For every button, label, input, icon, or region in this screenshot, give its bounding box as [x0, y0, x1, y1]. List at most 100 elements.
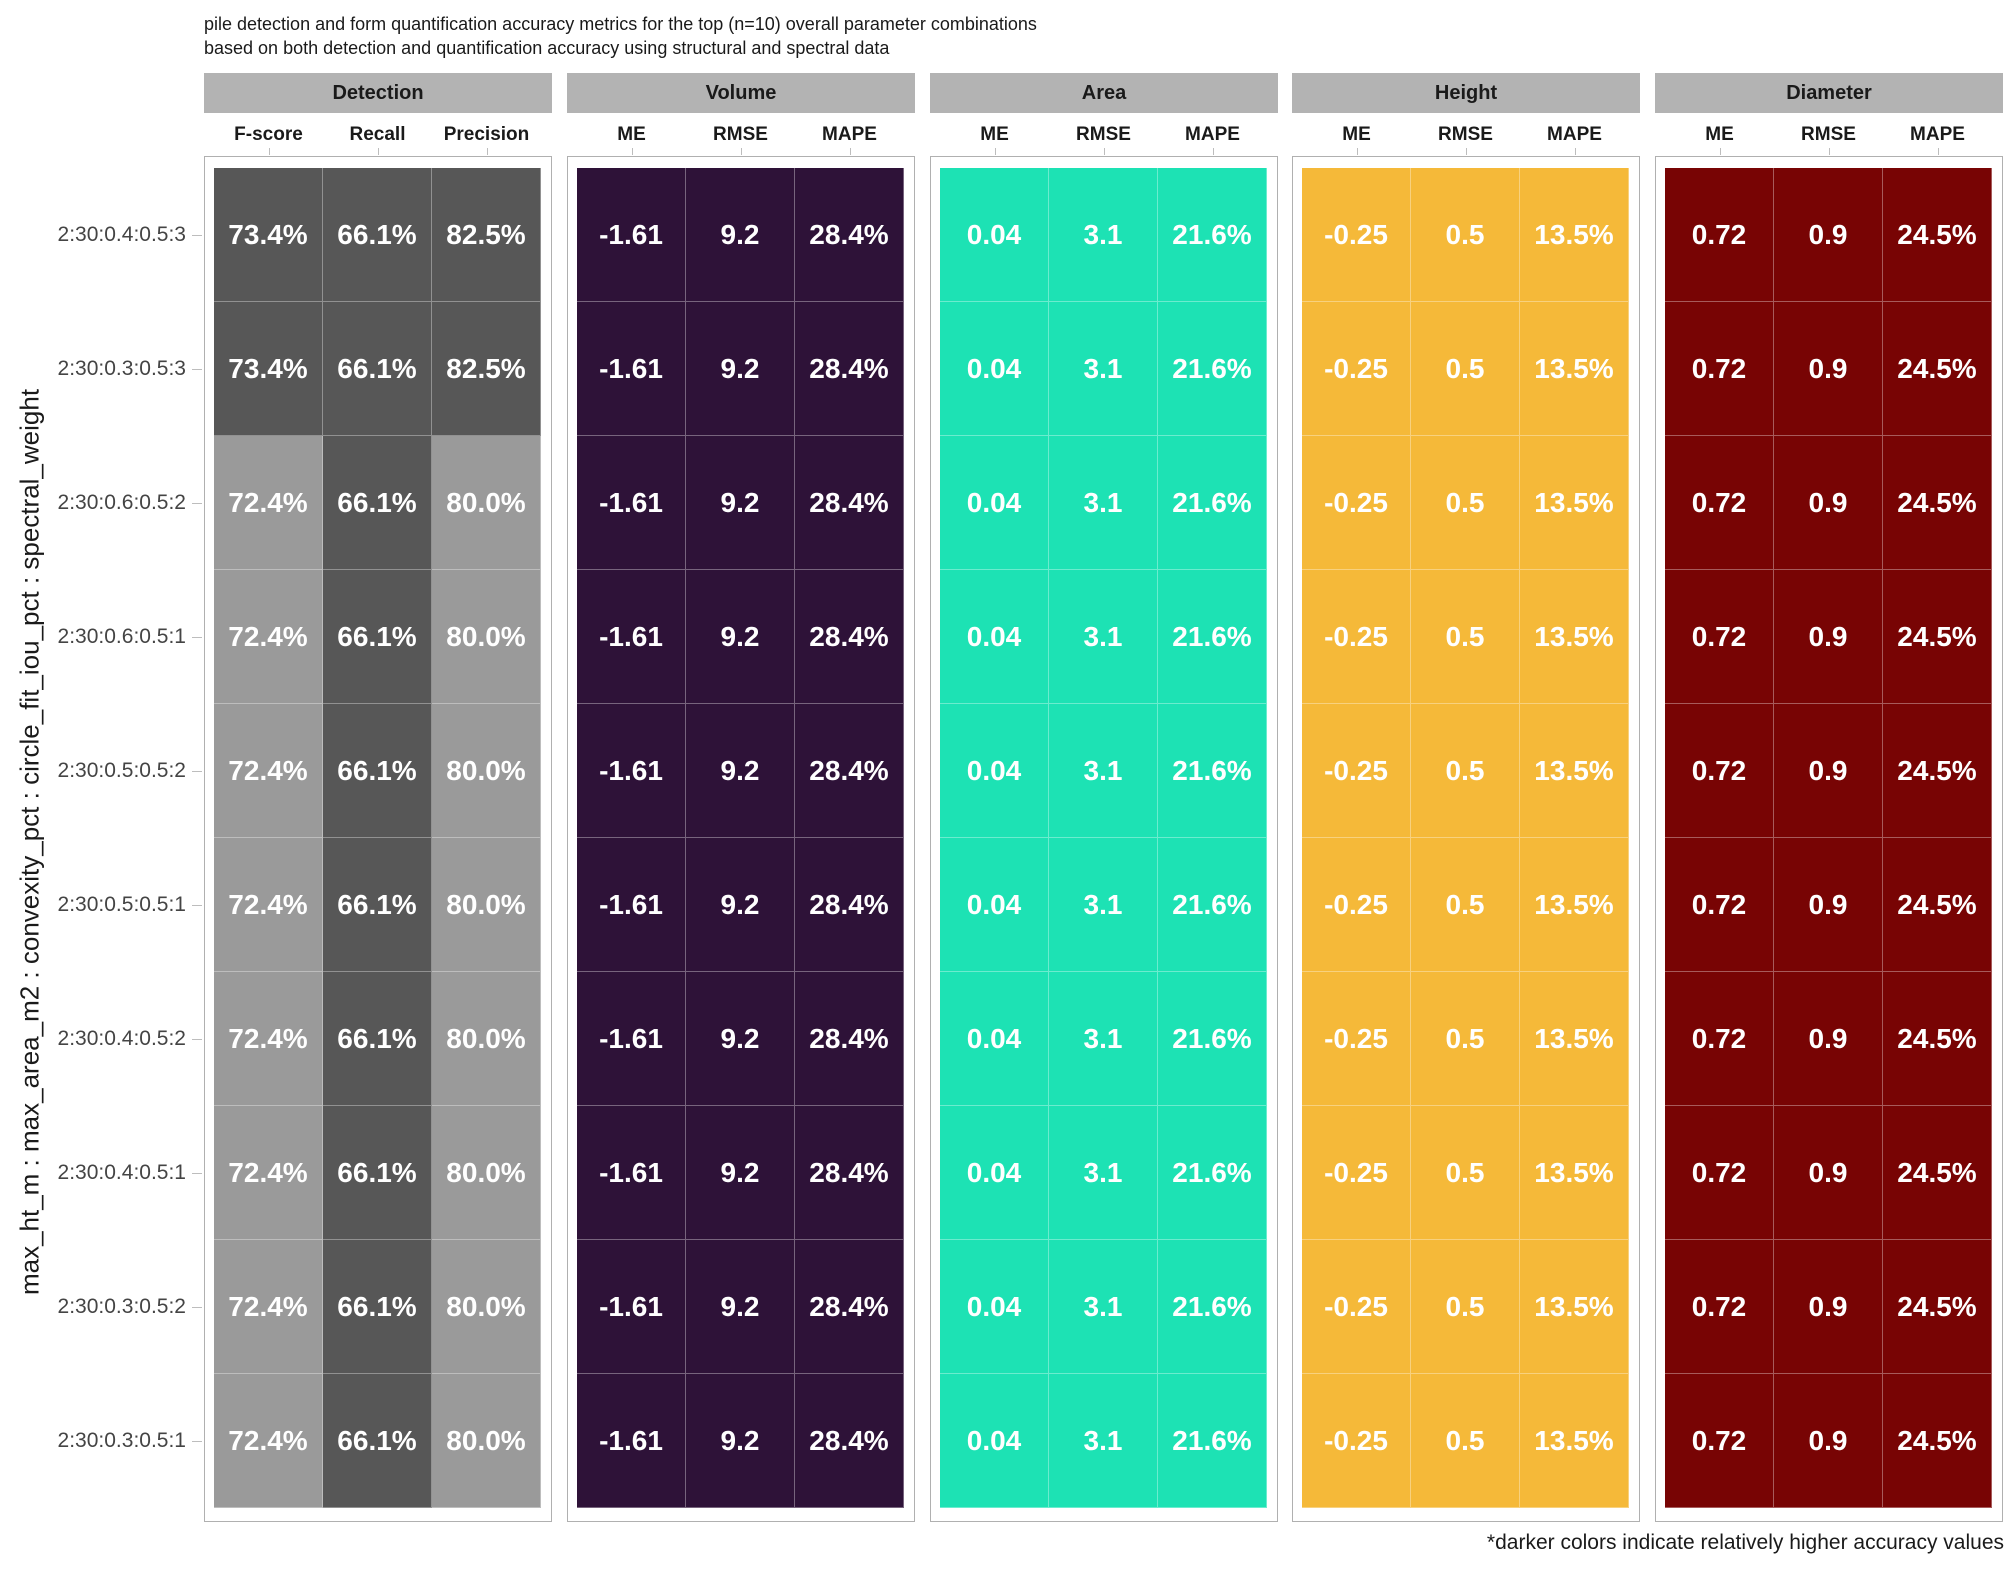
heatmap-cell: 9.2 — [686, 1240, 795, 1374]
heatmap-cell: 13.5% — [1520, 436, 1629, 570]
heatmap-cell: 66.1% — [323, 168, 432, 302]
heatmap-cell: 13.5% — [1520, 168, 1629, 302]
column-header-diameter-mape: MAPE — [1910, 124, 1965, 145]
heatmap-cell: 13.5% — [1520, 1240, 1629, 1374]
heatmap-cell: -1.61 — [577, 570, 686, 704]
heatmap-cell: -1.61 — [577, 1374, 686, 1508]
heatmap-cell: 9.2 — [686, 972, 795, 1106]
column-header-area-mape: MAPE — [1185, 124, 1240, 145]
heatmap-cell: 28.4% — [795, 1240, 904, 1374]
heatmap-cell: -0.25 — [1302, 704, 1411, 838]
heatmap-cell: 0.04 — [940, 1240, 1049, 1374]
heatmap-cell: 21.6% — [1158, 704, 1267, 838]
heatmap-cell: 0.72 — [1665, 838, 1774, 972]
y-tick-label: 2:30:0.4:0.5:2 — [57, 1027, 186, 1050]
column-header-volume-rmse: RMSE — [713, 124, 768, 145]
heatmap-cell: 21.6% — [1158, 302, 1267, 436]
y-tick-label: 2:30:0.3:0.5:1 — [57, 1429, 186, 1452]
heatmap-cell: 82.5% — [432, 302, 541, 436]
footnote: *darker colors indicate relatively highe… — [1486, 1531, 2004, 1554]
column-header-height-rmse: RMSE — [1438, 124, 1493, 145]
heatmap-cell: -0.25 — [1302, 302, 1411, 436]
x-tick-mark — [1937, 148, 1939, 155]
x-tick-mark — [994, 148, 996, 155]
facet-panel-detection — [204, 156, 552, 1522]
heatmap-cell: 21.6% — [1158, 1106, 1267, 1240]
heatmap-cell: 80.0% — [432, 1374, 541, 1508]
heatmap-cell: 0.04 — [940, 168, 1049, 302]
x-tick-mark — [849, 148, 851, 155]
heatmap-cell: 0.72 — [1665, 704, 1774, 838]
heatmap-cell: 13.5% — [1520, 1374, 1629, 1508]
heatmap-cell: 66.1% — [323, 972, 432, 1106]
heatmap-cell: 13.5% — [1520, 570, 1629, 704]
heatmap-cell: 0.04 — [940, 436, 1049, 570]
heatmap-cell: -1.61 — [577, 704, 686, 838]
x-tick-mark — [631, 148, 633, 155]
heatmap-cell: 0.04 — [940, 1106, 1049, 1240]
heatmap-cell: 24.5% — [1883, 570, 1992, 704]
y-tick-mark — [192, 235, 202, 236]
heatmap-cell: 66.1% — [323, 1106, 432, 1240]
heatmap-cell: 0.72 — [1665, 972, 1774, 1106]
heatmap-cell: 0.9 — [1774, 168, 1883, 302]
x-tick-mark — [740, 148, 742, 155]
heatmap-cell: 72.4% — [214, 1374, 323, 1508]
heatmap-cell: 3.1 — [1049, 570, 1158, 704]
heatmap-cell: 21.6% — [1158, 1374, 1267, 1508]
heatmap-cell: 24.5% — [1883, 1240, 1992, 1374]
heatmap-cell: 0.9 — [1774, 1374, 1883, 1508]
heatmap-cell: 0.5 — [1411, 436, 1520, 570]
heatmap-cell: 13.5% — [1520, 838, 1629, 972]
heatmap-cell: 0.72 — [1665, 302, 1774, 436]
heatmap-cell: 9.2 — [686, 302, 795, 436]
heatmap-cell: 0.72 — [1665, 570, 1774, 704]
column-header-diameter-me: ME — [1705, 124, 1734, 145]
heatmap-cell: -1.61 — [577, 1106, 686, 1240]
heatmap-cell: 66.1% — [323, 570, 432, 704]
heatmap-cell: 13.5% — [1520, 704, 1629, 838]
heatmap-cell: 72.4% — [214, 838, 323, 972]
x-tick-mark — [1719, 148, 1721, 155]
heatmap-cell: 82.5% — [432, 168, 541, 302]
heatmap-cell: 0.9 — [1774, 838, 1883, 972]
heatmap-cell: 24.5% — [1883, 302, 1992, 436]
y-tick-mark — [192, 1039, 202, 1040]
heatmap-cell: 3.1 — [1049, 1374, 1158, 1508]
heatmap-cell: 24.5% — [1883, 1374, 1992, 1508]
y-tick-label: 2:30:0.4:0.5:3 — [57, 223, 186, 246]
heatmap-cell: 72.4% — [214, 704, 323, 838]
title-line-1: pile detection and form quantification a… — [204, 14, 1037, 34]
heatmap-cell: 0.9 — [1774, 1240, 1883, 1374]
heatmap-cell: 28.4% — [795, 1106, 904, 1240]
heatmap-cell: 0.5 — [1411, 168, 1520, 302]
heatmap-cell: -1.61 — [577, 1240, 686, 1374]
heatmap-cell: 24.5% — [1883, 972, 1992, 1106]
y-tick-label: 2:30:0.3:0.5:2 — [57, 1295, 186, 1318]
heatmap-cell: 9.2 — [686, 1374, 795, 1508]
y-tick-label: 2:30:0.5:0.5:2 — [57, 759, 186, 782]
y-tick-label: 2:30:0.5:0.5:1 — [57, 893, 186, 916]
facet-strip-diameter: Diameter — [1655, 73, 2003, 113]
heatmap-cell: -0.25 — [1302, 1240, 1411, 1374]
heatmap-cell: 13.5% — [1520, 1106, 1629, 1240]
heatmap-cell: -1.61 — [577, 972, 686, 1106]
x-tick-mark — [1465, 148, 1467, 155]
heatmap-cell: 21.6% — [1158, 168, 1267, 302]
heatmap-cell: -0.25 — [1302, 1106, 1411, 1240]
heatmap-cell: 80.0% — [432, 570, 541, 704]
heatmap-cell: 28.4% — [795, 302, 904, 436]
x-tick-mark — [1828, 148, 1830, 155]
heatmap-cell: 0.72 — [1665, 168, 1774, 302]
heatmap-cell: 28.4% — [795, 436, 904, 570]
x-tick-mark — [268, 148, 270, 155]
y-tick-mark — [192, 1307, 202, 1308]
heatmap-cell: 0.5 — [1411, 1374, 1520, 1508]
heatmap-cell: 66.1% — [323, 1240, 432, 1374]
y-tick-label: 2:30:0.4:0.5:1 — [57, 1161, 186, 1184]
heatmap-cell: 66.1% — [323, 704, 432, 838]
heatmap-cell: -0.25 — [1302, 168, 1411, 302]
heatmap-cell: 0.5 — [1411, 1240, 1520, 1374]
heatmap-cell: 0.5 — [1411, 838, 1520, 972]
heatmap-cell: 80.0% — [432, 436, 541, 570]
